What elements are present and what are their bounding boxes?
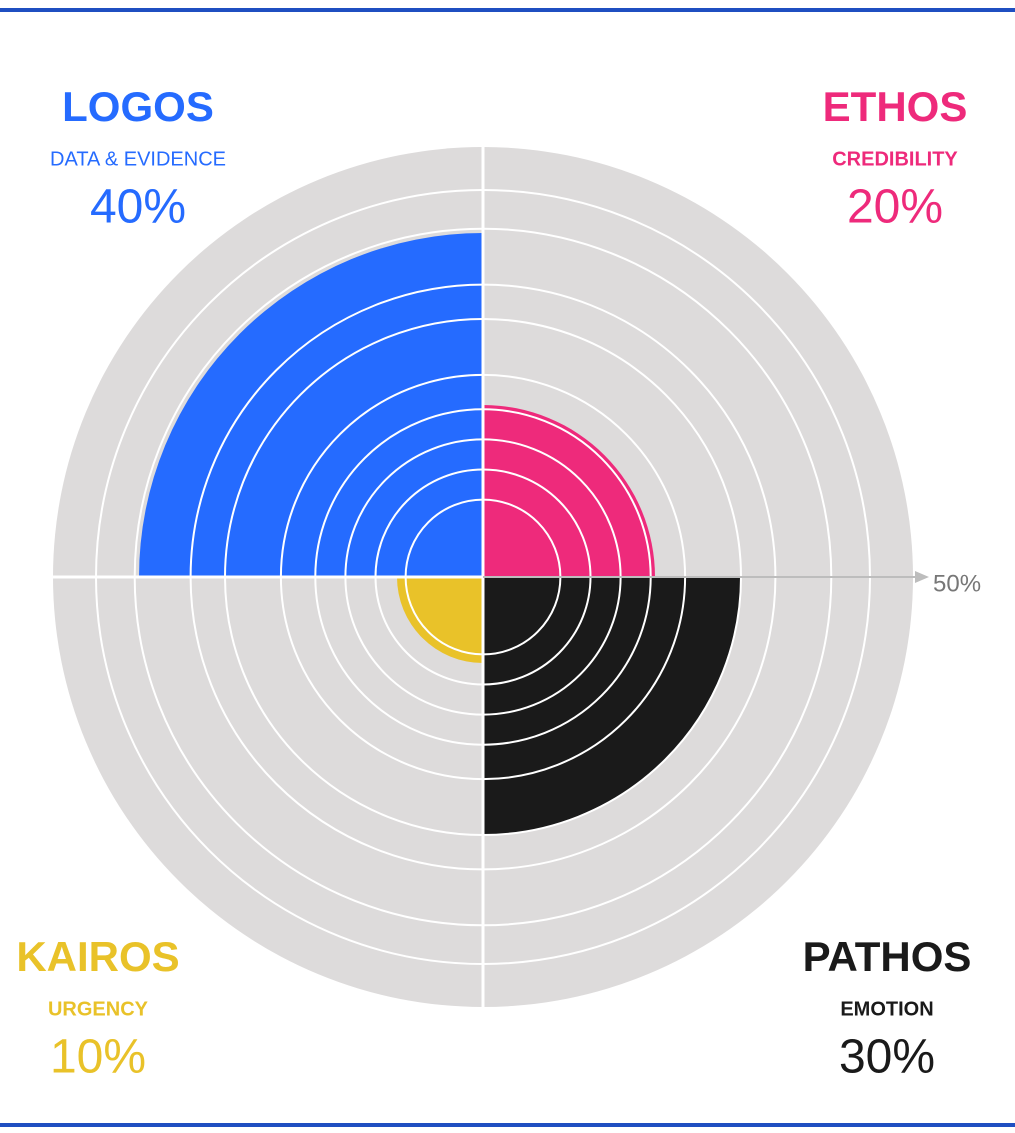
category-label: LOGOS <box>62 83 214 130</box>
sector <box>397 577 483 663</box>
category-label: PATHOS <box>803 933 972 980</box>
category-label: KAIROS <box>16 933 179 980</box>
axis-arrow <box>915 571 929 583</box>
bottom-border <box>0 1123 1015 1127</box>
sector <box>483 405 655 577</box>
value-label: 40% <box>90 181 186 234</box>
category-subtitle: EMOTION <box>840 998 933 1020</box>
value-label: 20% <box>847 181 943 234</box>
r-tick-label: 50% <box>933 570 981 597</box>
category-subtitle: DATA & EVIDENCE <box>50 148 226 170</box>
value-label: 30% <box>839 1031 935 1084</box>
value-label: 10% <box>50 1031 146 1084</box>
top-border <box>0 8 1015 12</box>
category-label: ETHOS <box>823 83 968 130</box>
sector <box>139 233 483 577</box>
plot: 50% LOGOS DATA & EVIDENCE 40% ETHOS CREDIBILI… <box>16 83 981 1084</box>
category-subtitle: CREDIBILITY <box>832 148 958 170</box>
category-subtitle: URGENCY <box>48 998 149 1020</box>
sector <box>483 577 741 835</box>
